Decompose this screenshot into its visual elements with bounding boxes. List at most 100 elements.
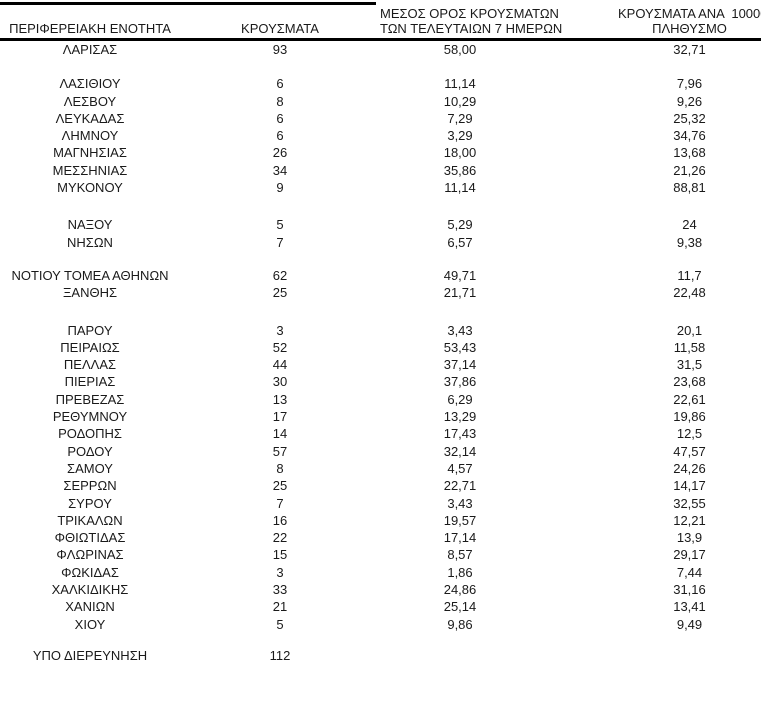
column-header-line: ΚΡΟΥΣΜΑΤΑ ΑΝΑ 100000 [618, 6, 761, 21]
per-100k-cell: 12,21 [673, 512, 706, 528]
region-name-cell: ΠΕΙΡΑΙΩΣ [60, 339, 120, 355]
column-header-per-100k: ΚΡΟΥΣΜΑΤΑ ΑΝΑ 100000 ΠΛΗΘΥΣΜΟ [560, 0, 761, 41]
cases-cell: 7 [276, 234, 284, 250]
table-row: ΣΥΡΟΥ 7 3,43 32,55 [0, 495, 761, 512]
per-100k-cell: 29,17 [673, 547, 706, 563]
region-name-cell: ΣΕΡΡΩΝ [63, 478, 117, 494]
cases-cell: 6 [276, 76, 284, 92]
table-row: ΥΠΟ ΔΙΕΡΕΥΝΗΣΗ 112 [0, 647, 761, 664]
cases-cell: 57 [272, 443, 288, 459]
cases-cell: 15 [272, 547, 288, 563]
cases-cell: 26 [272, 145, 288, 161]
cases-cell: 8 [276, 93, 284, 109]
cases-cell: 21 [272, 599, 288, 615]
cases-cell: 6 [276, 110, 284, 126]
column-header-region: ΠΕΡΙΦΕΡΕΙΑΚΗ ΕΝΟΤΗΤΑ [0, 0, 180, 41]
cases-cell: 33 [272, 582, 288, 598]
region-name-cell: ΝΗΣΩΝ [67, 234, 113, 250]
avg-7day-cell: 24,86 [443, 582, 477, 598]
cases-cell: 44 [272, 357, 288, 373]
avg-7day-cell: 4,57 [447, 460, 473, 476]
per-100k-cell [560, 647, 761, 664]
cases-cell: 52 [272, 339, 288, 355]
column-header-cases: ΚΡΟΥΣΜΑΤΑ [180, 0, 380, 41]
table-row: ΦΛΩΡΙΝΑΣ 15 8,57 29,17 [0, 546, 761, 563]
cases-cell: 16 [272, 512, 288, 528]
cases-cell: 22 [272, 530, 288, 546]
avg-7day-cell: 37,86 [443, 374, 477, 390]
region-name-cell: ΦΛΩΡΙΝΑΣ [56, 547, 124, 563]
cases-cell: 13 [272, 391, 288, 407]
avg-7day-cell: 17,43 [443, 426, 477, 442]
per-100k-cell: 23,68 [673, 374, 706, 390]
per-100k-cell: 31,16 [673, 582, 706, 598]
region-name-cell: ΣΥΡΟΥ [68, 495, 112, 511]
avg-7day-cell: 6,29 [447, 391, 473, 407]
cases-cell: 34 [272, 162, 288, 178]
per-100k-cell: 32,55 [673, 495, 706, 511]
spacer-cell [0, 302, 761, 322]
table-row: ΛΕΣΒΟΥ 8 10,29 9,26 [0, 93, 761, 110]
region-name-cell: ΜΕΣΣΗΝΙΑΣ [52, 162, 128, 178]
cases-cell: 25 [272, 478, 288, 494]
region-name-cell: ΦΘΙΩΤΙΔΑΣ [54, 530, 126, 546]
cases-cell: 112 [269, 647, 291, 663]
per-100k-cell: 13,41 [673, 599, 706, 615]
avg-7day-cell: 19,57 [443, 512, 477, 528]
per-100k-cell: 24,26 [673, 460, 706, 476]
table-row: ΧΙΟΥ 5 9,86 9,49 [0, 616, 761, 633]
region-name-cell: ΧΙΟΥ [74, 616, 106, 632]
table-row: ΝΗΣΩΝ 7 6,57 9,38 [0, 234, 761, 251]
avg-7day-cell: 7,29 [447, 110, 473, 126]
table-row: ΦΩΚΙΔΑΣ 3 1,86 7,44 [0, 564, 761, 581]
cases-cell: 17 [272, 409, 288, 425]
table-row: ΛΗΜΝΟΥ 6 3,29 34,76 [0, 127, 761, 144]
region-name-cell: ΥΠΟ ΔΙΕΡΕΥΝΗΣΗ [32, 647, 148, 663]
avg-7day-cell: 6,57 [447, 234, 473, 250]
table-row: ΦΘΙΩΤΙΔΑΣ 22 17,14 13,9 [0, 529, 761, 546]
regional-cases-table: ΠΕΡΙΦΕΡΕΙΑΚΗ ΕΝΟΤΗΤΑ ΚΡΟΥΣΜΑΤΑ ΜΕΣΟΣ ΟΡΟ… [0, 0, 761, 664]
per-100k-cell: 22,61 [673, 391, 706, 407]
table-row: ΣΑΜΟΥ 8 4,57 24,26 [0, 460, 761, 477]
table-row: ΜΑΓΝΗΣΙΑΣ 26 18,00 13,68 [0, 144, 761, 161]
table-row: ΡΟΔΟΠΗΣ 14 17,43 12,5 [0, 425, 761, 442]
avg-7day-cell: 5,29 [447, 217, 473, 233]
avg-7day-cell [380, 647, 560, 664]
per-100k-cell: 7,44 [676, 564, 703, 580]
avg-7day-cell: 9,86 [447, 616, 473, 632]
region-name-cell: ΛΑΣΙΘΙΟΥ [59, 76, 121, 92]
row-group-spacer [0, 633, 761, 647]
region-name-cell: ΣΑΜΟΥ [67, 460, 113, 476]
table-row: ΛΕΥΚΑΔΑΣ 6 7,29 25,32 [0, 110, 761, 127]
avg-7day-cell: 3,29 [447, 128, 473, 144]
table-row: ΛΑΣΙΘΙΟΥ 6 11,14 7,96 [0, 75, 761, 92]
cases-cell: 5 [276, 217, 284, 233]
region-name-cell: ΛΕΣΒΟΥ [63, 93, 117, 109]
per-100k-cell: 14,17 [673, 478, 706, 494]
region-name-cell: ΞΑΝΘΗΣ [62, 285, 118, 301]
table-row: ΡΕΘΥΜΝΟΥ 17 13,29 19,86 [0, 408, 761, 425]
avg-7day-cell: 49,71 [443, 267, 477, 283]
table-row: ΡΟΔΟΥ 57 32,14 47,57 [0, 443, 761, 460]
region-name-cell: ΠΙΕΡΙΑΣ [64, 374, 116, 390]
region-name-cell: ΜΥΚΟΝΟΥ [57, 180, 123, 196]
per-100k-cell: 21,26 [673, 162, 706, 178]
cases-cell: 6 [276, 128, 284, 144]
per-100k-cell: 19,86 [673, 409, 706, 425]
region-name-cell: ΠΡΕΒΕΖΑΣ [55, 391, 125, 407]
table-header: ΠΕΡΙΦΕΡΕΙΑΚΗ ΕΝΟΤΗΤΑ ΚΡΟΥΣΜΑΤΑ ΜΕΣΟΣ ΟΡΟ… [0, 0, 761, 41]
region-name-cell: ΝΟΤΙΟΥ ΤΟΜΕΑ ΑΘΗΝΩΝ [11, 267, 169, 283]
per-100k-cell: 11,7 [677, 267, 702, 283]
avg-7day-cell: 11,14 [444, 76, 476, 92]
table-row: ΠΑΡΟΥ 3 3,43 20,1 [0, 322, 761, 339]
avg-7day-cell: 58,00 [443, 42, 477, 57]
avg-7day-cell: 3,43 [447, 322, 473, 338]
column-header-line: ΠΛΗΘΥΣΜΟ [652, 21, 727, 36]
column-header-line: ΠΕΡΙΦΕΡΕΙΑΚΗ ΕΝΟΤΗΤΑ [9, 21, 171, 36]
cases-cell: 5 [276, 616, 284, 632]
cases-cell: 3 [276, 564, 284, 580]
cases-cell: 14 [272, 426, 288, 442]
column-header-line: ΤΩΝ ΤΕΛΕΥΤΑΙΩΝ 7 ΗΜΕΡΩΝ [380, 21, 563, 36]
table-row: ΧΑΝΙΩΝ 21 25,14 13,41 [0, 598, 761, 615]
